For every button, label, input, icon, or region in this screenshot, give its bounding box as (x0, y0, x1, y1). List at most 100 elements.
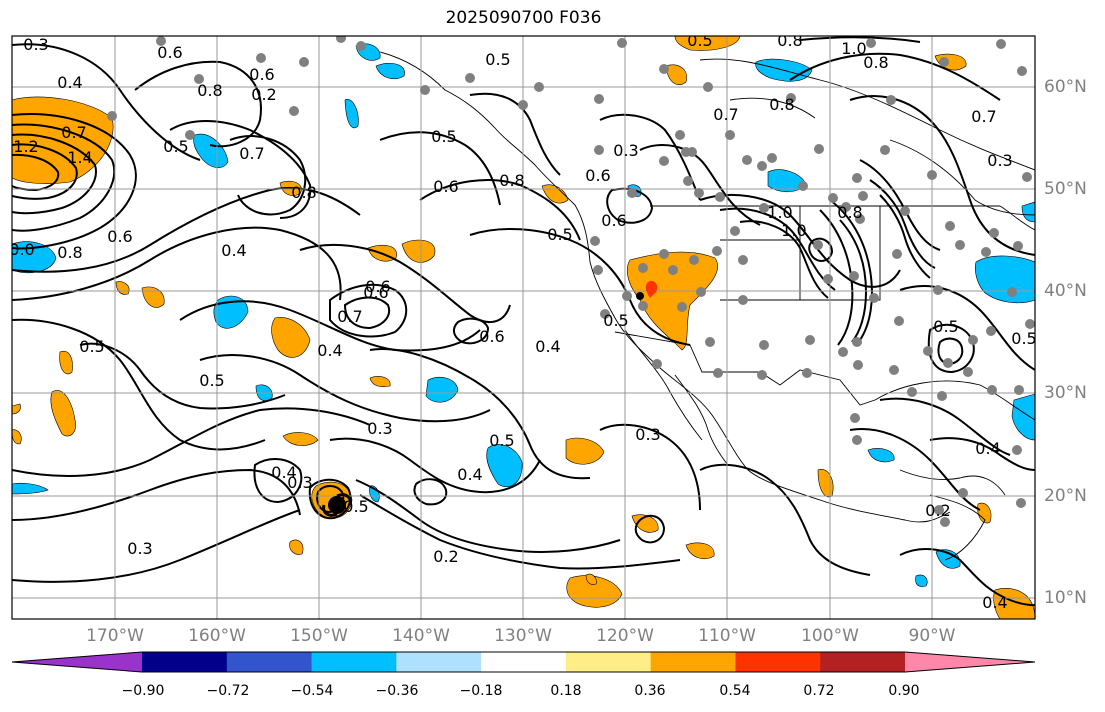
lon-label: 170°W (86, 626, 144, 646)
lon-label: 140°W (392, 626, 450, 646)
contour-labels: 0.3 0.4 0.6 0.6 0.8 0.7 0.5 0.2 1.2 1.4 … (9, 31, 1036, 612)
contour-label: 0.8 (863, 53, 888, 72)
contour-label: 1.2 (13, 137, 38, 156)
lat-label: 10°N (1044, 588, 1087, 608)
contour-label: 0.5 (431, 127, 456, 146)
colorbar-extend-low (12, 652, 142, 672)
contour-label: 0.7 (713, 105, 738, 124)
contour-label: 0.3 (367, 419, 392, 438)
contour-label: 0.5 (489, 431, 514, 450)
contour-label: 0.4 (982, 593, 1007, 612)
contour-label: 0.2 (251, 85, 276, 104)
contour-label: 0.3 (287, 473, 312, 492)
colorbar-tick-label: −0.72 (206, 683, 250, 699)
lat-label: 40°N (1044, 281, 1087, 301)
contour-label: 0.6 (157, 43, 182, 62)
contour-label: 0.3 (987, 151, 1012, 170)
lat-label: 20°N (1044, 486, 1087, 506)
contour-label: 0.8 (57, 243, 82, 262)
colorbar-segment (565, 652, 652, 672)
contour-label: 0.8 (837, 203, 862, 222)
colorbar-extend-high (905, 652, 1035, 672)
contour-label: 0.3 (635, 425, 660, 444)
lat-label: 50°N (1044, 179, 1087, 199)
lon-label: 130°W (494, 626, 552, 646)
contour-label: 0.3 (613, 141, 638, 160)
colorbar-outline (11, 651, 1036, 673)
lon-label: 150°W (290, 626, 348, 646)
lat-label: 60°N (1044, 77, 1087, 97)
contour-label: 1.0 (841, 39, 866, 58)
contour-label: 0.4 (457, 465, 482, 484)
contour-label: 0.0 (9, 240, 34, 259)
colorbar-tick-label: 0.90 (888, 683, 920, 699)
contour-label: 0.6 (107, 227, 132, 246)
contour-label: 0.5 (343, 497, 368, 516)
lon-label: 90°W (908, 626, 956, 646)
colorbar-segment (481, 652, 567, 672)
contour-label: 0.2 (925, 501, 950, 520)
contour-label: 0.8 (197, 81, 222, 100)
contour-label: 0.5 (603, 311, 628, 330)
lon-label: 120°W (596, 626, 654, 646)
colorbar-tick-label: −0.90 (121, 683, 165, 699)
red-highlight (645, 280, 658, 298)
lon-label: 100°W (801, 626, 859, 646)
contour-label: 0.7 (239, 144, 264, 163)
contour-label: 0.7 (971, 107, 996, 126)
contour-label: 0.3 (23, 35, 48, 54)
contour-label: 0.4 (57, 73, 82, 92)
lat-label: 30°N (1044, 383, 1087, 403)
contour-label: 0.4 (317, 341, 342, 360)
lon-label: 110°W (698, 626, 756, 646)
contour-label: 0.4 (271, 463, 296, 482)
colorbar-segment (735, 652, 821, 672)
contour-label: 0.4 (221, 241, 246, 260)
colorbar-segment (396, 652, 482, 672)
contour-label: 0.8 (291, 183, 316, 202)
map-title: 2025090700 F036 (445, 8, 602, 28)
contour-label: 0.5 (163, 137, 188, 156)
colorbar-tick-label: −0.36 (375, 683, 419, 699)
storm-marker (322, 493, 352, 517)
contour-label: 0.5 (547, 225, 572, 244)
contour-label: 0.5 (485, 50, 510, 69)
coastlines (379, 51, 1035, 561)
colorbar-tick-label: 0.54 (719, 683, 751, 699)
colorbar-segment (226, 652, 313, 672)
contour-label: 0.5 (1011, 329, 1036, 348)
contour-label: 1.0 (767, 203, 792, 222)
contour-label: 0.6 (585, 166, 610, 185)
colorbar-segment (311, 652, 397, 672)
contour-label: 1.0 (781, 221, 806, 240)
map-frame (11, 35, 1036, 620)
colorbar-tick-label: −0.54 (290, 683, 334, 699)
contour-label: 0.8 (499, 171, 524, 190)
lon-label: 160°W (188, 626, 246, 646)
colorbar-segment (142, 652, 228, 672)
graticule (12, 36, 1035, 619)
contour-label: 0.5 (199, 371, 224, 390)
colorbar-tick-label: 0.36 (634, 683, 666, 699)
colorbar-segment (820, 652, 906, 672)
contour-label: 0.8 (769, 95, 794, 114)
contour-label: 0.7 (337, 307, 362, 326)
contour-label: 0.6 (479, 327, 504, 346)
colorbar-segment (650, 652, 736, 672)
black-dot (636, 292, 644, 300)
station-markers (107, 36, 1035, 527)
contour-label: 1.4 (67, 148, 92, 167)
contour-label: 0.5 (687, 31, 712, 50)
contour-label: 0.8 (777, 31, 802, 50)
contour-label: 0.5 (933, 317, 958, 336)
colorbar-tick-label: 0.18 (550, 683, 582, 699)
colorbar-tick-label: −0.18 (459, 683, 503, 699)
contour-label: 0.6 (601, 211, 626, 230)
contour-label: 0.2 (433, 547, 458, 566)
contour-label: 0.4 (535, 337, 560, 356)
contour-label: 0.6 (365, 277, 390, 296)
contour-label: 0.6 (249, 65, 274, 84)
colorbar-tick-label: 0.72 (803, 683, 835, 699)
contour-label: 0.3 (127, 539, 152, 558)
